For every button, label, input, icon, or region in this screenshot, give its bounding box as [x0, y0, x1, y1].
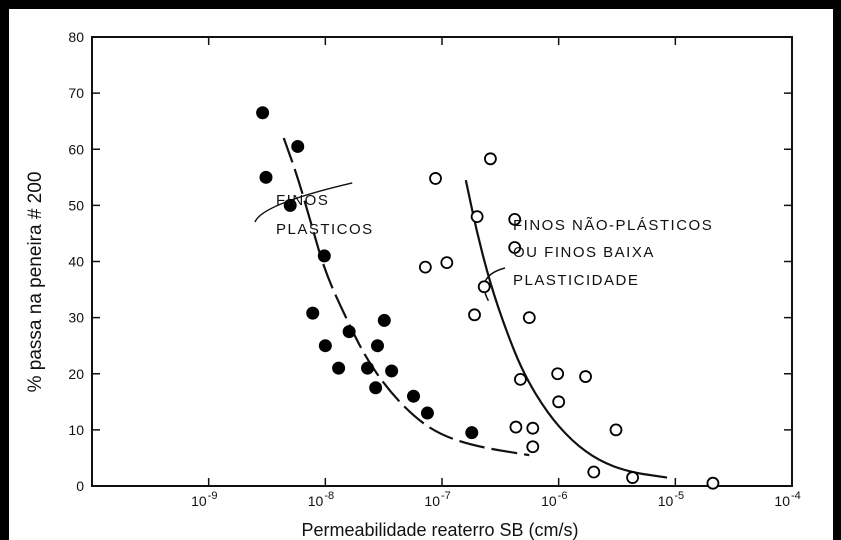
x-tick-label: 10: [658, 493, 674, 509]
annotations: FINOS PLASTICOS FINOS NÃO-PLÁSTICOS OU F…: [276, 192, 713, 289]
y-tick-label: 40: [68, 254, 84, 270]
open-point: [522, 311, 536, 325]
open-point: [579, 370, 592, 383]
y-tick-label: 50: [68, 197, 84, 213]
x-tick-exponent: -7: [441, 490, 451, 502]
open-point: [508, 213, 522, 226]
open-point: [468, 308, 481, 322]
y-axis-label: % passa na peneira # 200: [25, 172, 46, 393]
plastic-leader-line: [254, 182, 353, 223]
open-point: [626, 471, 639, 484]
open-point: [526, 421, 540, 435]
open-point: [470, 210, 484, 224]
y-tick-label: 80: [68, 29, 84, 45]
x-tick-label: 10: [541, 493, 557, 509]
y-tick-label: 60: [68, 141, 84, 157]
x-tick-label: 10: [424, 493, 440, 509]
open-point: [508, 241, 522, 254]
x-tick-exponent: -8: [324, 490, 334, 502]
open-point: [429, 172, 442, 185]
plastic-label-line1: FINOS: [276, 192, 329, 209]
open-point: [514, 372, 527, 386]
open-point: [440, 256, 454, 270]
x-tick-exponent: -6: [558, 490, 568, 502]
open-point: [552, 395, 566, 409]
open-point: [477, 280, 491, 294]
open-point: [587, 465, 601, 479]
x-tick-label: 10: [308, 493, 324, 509]
y-tick-label: 10: [68, 422, 84, 438]
filled-point: [259, 170, 273, 184]
open-point: [551, 367, 565, 381]
trend-curves: [254, 137, 668, 479]
filled-point: [420, 406, 434, 420]
open-point: [484, 152, 497, 166]
y-tick-label: 20: [68, 366, 84, 382]
nonplastic-label-line3: PLASTICIDADE: [513, 272, 639, 289]
nonplastic-leader-line: [483, 267, 506, 302]
filled-point: [283, 198, 297, 212]
open-point: [526, 440, 540, 454]
filled-point: [291, 139, 305, 153]
data-points: [256, 106, 720, 490]
y-tick-label: 70: [68, 85, 84, 101]
y-tick-label: 30: [68, 310, 84, 326]
filled-point: [361, 361, 375, 375]
filled-point: [342, 325, 356, 339]
filled-point: [465, 426, 479, 440]
open-point: [418, 260, 432, 274]
open-point: [609, 423, 623, 437]
filled-point: [317, 249, 331, 263]
x-axis-label: Permeabilidade reaterro SB (cm/s): [301, 520, 578, 540]
x-tick-label: 10: [774, 493, 790, 509]
filled-point: [318, 339, 332, 353]
filled-point: [256, 106, 270, 120]
filled-point: [332, 361, 346, 375]
x-tick-exponent: -9: [208, 490, 218, 502]
nonplastic-label-line1: FINOS NÃO-PLÁSTICOS: [513, 217, 713, 234]
filled-point: [407, 389, 421, 403]
x-tick-exponent: -4: [791, 490, 801, 502]
open-point: [706, 476, 720, 490]
filled-point: [377, 313, 391, 327]
plastic-label-line2: PLASTICOS: [276, 221, 374, 238]
open-point: [509, 420, 523, 434]
filled-point: [369, 381, 383, 395]
plastic-trend-curve: [282, 137, 530, 457]
filled-point: [371, 339, 385, 353]
filled-point: [385, 364, 399, 378]
y-tick-label: 0: [76, 478, 84, 494]
x-tick-label: 10: [191, 493, 207, 509]
filled-point: [306, 306, 320, 320]
x-tick-exponent: -5: [674, 490, 684, 502]
nonplastic-label-line2: OU FINOS BAIXA: [513, 244, 655, 261]
